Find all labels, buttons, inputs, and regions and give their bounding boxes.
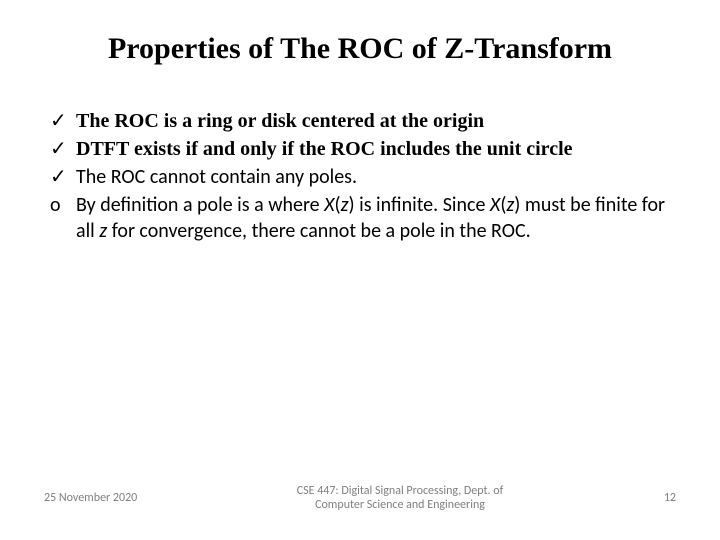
footer-date: 25 November 2020 (44, 491, 184, 505)
text-run: ) is infinite. Since (349, 193, 490, 217)
slide: Properties of The ROC of Z-Transform ✓ T… (0, 0, 720, 540)
check-icon: ✓ (50, 108, 76, 134)
footer-course-line1: CSE 447: Digital Signal Processing, Dept… (184, 484, 616, 498)
bullet-text: The ROC is a ring or disk centered at th… (76, 108, 670, 134)
check-icon: ✓ (50, 136, 76, 162)
var-x: X (490, 193, 500, 217)
circle-bullet-icon: o (50, 192, 76, 218)
bullet-text: The ROC cannot contain any poles. (76, 164, 670, 190)
check-icon: ✓ (50, 164, 76, 190)
var-z: z (341, 193, 349, 217)
var-z: z (99, 219, 107, 243)
slide-number: 12 (616, 491, 676, 505)
bullet-item: ✓ The ROC is a ring or disk centered at … (50, 108, 670, 134)
bullet-item: ✓ DTFT exists if and only if the ROC inc… (50, 136, 670, 162)
text-run: By definition a pole is a where (76, 193, 324, 217)
bullet-text: By definition a pole is a where X(z) is … (76, 192, 670, 244)
footer-course: CSE 447: Digital Signal Processing, Dept… (184, 484, 616, 512)
var-x: X (324, 193, 334, 217)
bullet-list: ✓ The ROC is a ring or disk centered at … (50, 108, 670, 246)
bullet-item: o By definition a pole is a where X(z) i… (50, 192, 670, 244)
bullet-item: ✓ The ROC cannot contain any poles. (50, 164, 670, 190)
bullet-text: DTFT exists if and only if the ROC inclu… (76, 136, 670, 162)
slide-title: Properties of The ROC of Z-Transform (0, 32, 720, 66)
text-run: for convergence, there cannot be a pole … (107, 219, 531, 243)
footer-course-line2: Computer Science and Engineering (184, 498, 616, 512)
footer: 25 November 2020 CSE 447: Digital Signal… (0, 484, 720, 512)
